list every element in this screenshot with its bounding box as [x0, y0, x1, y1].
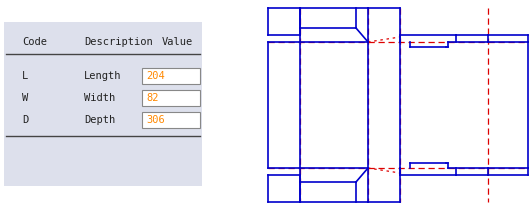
Text: Depth: Depth — [84, 115, 115, 125]
Text: Value: Value — [162, 37, 193, 47]
FancyBboxPatch shape — [4, 22, 202, 186]
Text: Length: Length — [84, 71, 121, 81]
Text: 306: 306 — [146, 115, 165, 125]
Text: 204: 204 — [146, 71, 165, 81]
Text: L: L — [22, 71, 28, 81]
Text: W: W — [22, 93, 28, 103]
Text: Code: Code — [22, 37, 47, 47]
FancyBboxPatch shape — [142, 68, 200, 84]
FancyBboxPatch shape — [142, 90, 200, 106]
Text: Width: Width — [84, 93, 115, 103]
Text: Description: Description — [84, 37, 153, 47]
Text: D: D — [22, 115, 28, 125]
FancyBboxPatch shape — [142, 112, 200, 128]
Text: 82: 82 — [146, 93, 159, 103]
